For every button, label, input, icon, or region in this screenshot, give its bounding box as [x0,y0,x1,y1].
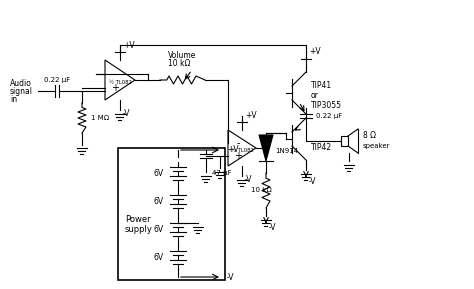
Text: supply: supply [125,225,153,234]
Text: +V: +V [123,40,135,49]
Text: -: - [113,69,117,79]
Text: 0.22 µF: 0.22 µF [44,77,70,83]
Text: TIP3055: TIP3055 [311,101,342,110]
Text: 1 MΩ: 1 MΩ [91,115,109,121]
Text: signal: signal [10,86,33,95]
Bar [118,148,225,280]
Text: ½ TL082: ½ TL082 [230,149,254,153]
Text: +V: +V [245,112,256,121]
Text: TIP42: TIP42 [311,142,332,151]
Text: Volume: Volume [168,51,196,60]
Text: 0.22 µF: 0.22 µF [316,113,342,119]
Text: +: + [111,83,119,93]
Text: in: in [10,95,17,103]
Text: +V: +V [309,47,320,57]
Text: 10 kΩ: 10 kΩ [168,60,191,68]
Text: 47 µF: 47 µF [212,170,232,176]
Polygon shape [259,135,273,161]
Text: 8 Ω: 8 Ω [363,131,376,140]
Text: 6V: 6V [154,225,164,234]
Text: -V: -V [227,273,235,281]
Text: +V: +V [227,145,238,155]
Text: -V: -V [123,110,130,118]
Text: +: + [234,151,242,161]
Bar [341,136,348,146]
Text: or: or [311,90,319,99]
Text: 6V: 6V [154,168,164,177]
Text: -V: -V [269,223,276,232]
Text: 6V: 6V [154,197,164,205]
Text: ½ TL082: ½ TL082 [109,79,131,84]
Text: 6V: 6V [154,253,164,262]
Text: 1N914: 1N914 [275,148,298,154]
Text: Power: Power [125,216,151,225]
Text: -V: -V [309,177,317,186]
Text: -V: -V [245,175,253,184]
Text: TIP41: TIP41 [311,81,332,90]
Text: speaker: speaker [363,143,391,149]
Text: -: - [236,138,240,148]
Text: Audio: Audio [10,79,32,88]
Text: 10 kΩ: 10 kΩ [251,187,272,193]
